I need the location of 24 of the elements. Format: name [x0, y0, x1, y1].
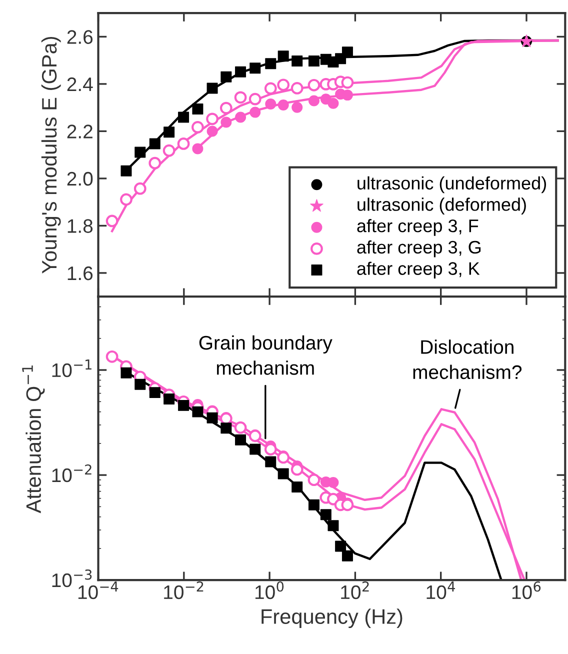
x-tick-label: 10$^{6}$ — [512, 581, 541, 600]
legend-label: after creep 3, F — [357, 219, 478, 236]
legend-label: after creep 3, K — [357, 262, 480, 279]
legend-label: after creep 3, G — [357, 240, 481, 258]
y-axis-title: Attenuation Q$^{−1}$ — [22, 365, 45, 514]
x-tick-label: 10$^{4}$ — [426, 582, 455, 600]
y-tick-label: 10$^{−2}$ — [52, 464, 92, 482]
x-tick-label: 10$^{−2}$ — [164, 581, 204, 600]
x-axis-title: Frequency (Hz) — [262, 608, 402, 628]
legend-label: ultrasonic (deformed) — [358, 198, 526, 214]
y-axis-title: Young's modulus E (GPa) — [41, 36, 61, 274]
x-tick-label: 10$^{−4}$ — [78, 582, 118, 600]
y-tick-label: 2.0 — [67, 172, 93, 186]
x-tick-label: 10$^{0}$ — [255, 581, 284, 600]
annotation: Dislocation mechanism? — [413, 340, 522, 380]
y-tick-label: 2.6 — [67, 30, 93, 44]
y-tick-label: 2.4 — [67, 77, 93, 92]
y-tick-label: 1.6 — [68, 266, 93, 280]
x-tick-label: 10$^{2}$ — [341, 581, 369, 600]
y-tick-label: 1.8 — [68, 219, 93, 233]
annotation: Grain boundary mechanism — [199, 335, 332, 375]
y-tick-label: 10$^{−1}$ — [52, 360, 92, 378]
legend-label: ultrasonic (undeformed) — [358, 176, 546, 194]
y-tick-label: 2.2 — [67, 124, 92, 138]
